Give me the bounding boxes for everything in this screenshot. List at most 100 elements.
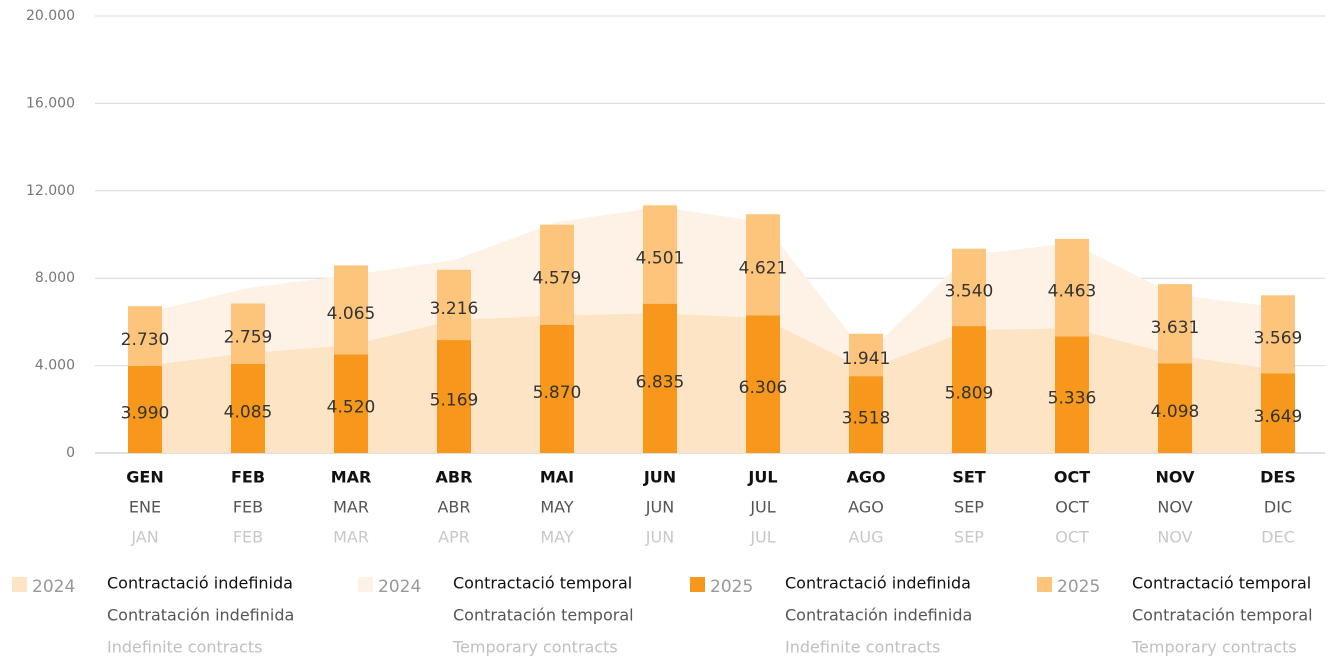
x-tick-label: OCT [1055, 528, 1089, 547]
bar [1158, 284, 1192, 364]
value-label: 4.579 [533, 269, 582, 289]
x-tick-label: SEP [954, 528, 984, 547]
x-tick-label: AGO [846, 468, 885, 487]
x-tick-label: FEB [231, 468, 265, 487]
legend-label: Temporary contracts [452, 638, 618, 657]
bar [849, 376, 883, 453]
value-label: 6.306 [739, 378, 788, 398]
legend-label: Contractació indefinida [785, 574, 971, 593]
y-tick-label: 12.000 [26, 183, 75, 199]
bar [643, 303, 677, 453]
bar [746, 315, 780, 453]
x-tick-label: JUL [749, 528, 775, 547]
legend-swatch [690, 577, 705, 592]
x-tick-label: ENE [129, 498, 161, 517]
x-tick-label: JUN [645, 498, 674, 517]
value-label: 4.085 [224, 402, 273, 422]
bar [746, 214, 780, 316]
legend-label: Contratación indefinida [107, 606, 294, 625]
bar [1261, 295, 1295, 374]
x-tick-label: DES [1260, 468, 1296, 487]
x-tick-label: JUN [643, 468, 676, 487]
value-label: 5.336 [1048, 389, 1097, 409]
legend-label: Contratación temporal [453, 606, 634, 625]
value-label: 4.621 [739, 259, 788, 279]
x-tick-label: SEP [954, 498, 984, 517]
y-tick-label: 8.000 [35, 270, 75, 286]
legend-label: Temporary contracts [1131, 638, 1297, 657]
legend-label: Contractació temporal [1132, 574, 1311, 593]
bar [1055, 238, 1089, 337]
bar [334, 265, 368, 355]
legend-label: Contractació indefinida [107, 574, 293, 593]
x-tick-label: OCT [1054, 468, 1090, 487]
bar [437, 269, 471, 341]
x-tick-label: FEB [233, 498, 263, 517]
value-label: 3.990 [121, 403, 170, 423]
x-tick-label: MAR [331, 468, 372, 487]
x-tick-label: AGO [848, 498, 884, 517]
bar [1261, 373, 1295, 453]
legend-year: 2024 [32, 577, 75, 597]
value-label: 3.569 [1254, 328, 1303, 348]
x-tick-label: MAR [333, 528, 369, 547]
x-tick-label: MAY [540, 498, 574, 517]
value-label: 3.518 [842, 409, 891, 429]
legend-swatch [358, 577, 373, 592]
x-tick-label: ABR [437, 498, 470, 517]
x-tick-label: MAI [540, 468, 574, 487]
x-tick-label: AUG [848, 528, 883, 547]
value-label: 2.730 [121, 330, 170, 350]
bar [437, 340, 471, 453]
bar [1158, 363, 1192, 453]
x-tick-label: JAN [130, 528, 158, 547]
value-label: 4.463 [1048, 282, 1097, 302]
x-tick-label: MAR [333, 498, 369, 517]
legend-year: 2025 [710, 577, 753, 597]
bar [231, 303, 265, 364]
area [145, 313, 1278, 453]
value-label: 4.065 [327, 304, 376, 324]
y-tick-label: 16.000 [26, 95, 75, 111]
bar [1055, 336, 1089, 453]
value-label: 4.520 [327, 398, 376, 418]
x-tick-label: DIC [1264, 498, 1292, 517]
bar [128, 306, 162, 366]
x-tick-label: NOV [1157, 498, 1192, 517]
x-tick-label: DEC [1261, 528, 1295, 547]
legend-year: 2025 [1057, 577, 1100, 597]
legend-label: Contractació temporal [453, 574, 632, 593]
x-tick-label: JUL [747, 468, 777, 487]
value-label: 3.216 [430, 299, 479, 319]
bar [231, 363, 265, 453]
x-tick-label: APR [438, 528, 470, 547]
legend-swatch [12, 577, 27, 592]
x-tick-label: OCT [1055, 498, 1089, 517]
area [145, 206, 1278, 370]
bar [849, 333, 883, 377]
value-label: 3.540 [945, 281, 994, 301]
y-tick-label: 0 [66, 445, 75, 461]
value-label: 4.501 [636, 248, 685, 268]
bar [952, 248, 986, 327]
bar [334, 354, 368, 453]
x-tick-label: JUN [645, 528, 674, 547]
value-label: 3.649 [1254, 407, 1303, 427]
value-label: 5.809 [945, 384, 994, 404]
bar [540, 324, 574, 453]
x-tick-label: ABR [436, 468, 473, 487]
legend-label: Contratación indefinida [785, 606, 972, 625]
x-tick-label: FEB [233, 528, 263, 547]
legend-label: Contratación temporal [1132, 606, 1313, 625]
x-tick-label: NOV [1156, 468, 1196, 487]
value-label: 4.098 [1151, 402, 1200, 422]
legend-year: 2024 [378, 577, 421, 597]
legend-label: Indefinite contracts [785, 638, 941, 657]
legend-label: Indefinite contracts [107, 638, 263, 657]
x-tick-label: MAY [540, 528, 574, 547]
x-tick-label: SET [952, 468, 985, 487]
y-tick-label: 20.000 [26, 8, 75, 24]
value-label: 2.759 [224, 328, 273, 348]
y-tick-label: 4.000 [35, 358, 75, 374]
